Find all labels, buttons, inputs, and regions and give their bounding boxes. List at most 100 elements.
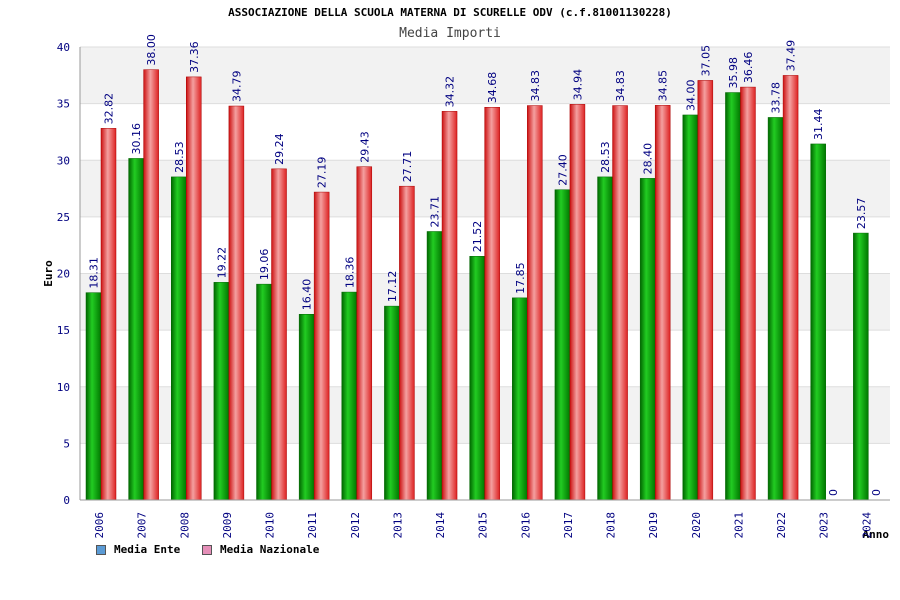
data-label: 34.79 [230,71,243,103]
data-label: 0 [827,489,840,496]
bar-media-ente [810,143,826,501]
data-label: 28.53 [173,141,186,173]
data-label: 37.36 [188,41,201,73]
y-tick-label: 10 [57,381,70,394]
legend-item-media-ente: Media Ente [96,543,180,556]
data-label: 32.82 [103,93,116,125]
bar-media-ente [597,176,613,501]
bar-media-ente [853,232,869,501]
data-label: 34.83 [614,70,627,102]
x-tick-label: 2015 [477,512,490,539]
bar-media-nazionale [143,69,159,501]
x-tick-label: 2008 [178,512,191,539]
data-label: 34.83 [529,70,542,102]
y-tick-label: 0 [63,494,70,507]
data-labels-group: 18.31 32.82 30.16 38.00 28.53 37.36 19.22 34.79… [88,34,883,496]
bar-media-nazionale [569,104,586,501]
bar-media-nazionale [527,105,543,501]
bar-media-nazionale [441,111,458,501]
data-label: 28.40 [642,143,655,175]
data-label: 37.49 [785,40,798,72]
bar-media-nazionale [313,191,330,501]
bar-media-ente [384,305,400,501]
legend-swatch-media-ente [96,544,106,555]
data-label: 33.78 [770,82,783,114]
bar-media-ente [85,292,102,501]
data-label: 34.00 [684,79,697,111]
x-tick-label: 2011 [306,512,319,539]
bar-media-ente [512,297,528,501]
bar-media-ente [639,178,656,501]
x-axis-title: Anno [863,528,890,541]
bar-media-ente [469,256,485,501]
legend-item-media-nazionale: Media Nazionale [202,543,319,556]
x-tick-label: 2019 [647,512,660,539]
bar-media-nazionale [782,75,799,501]
bar-media-nazionale [612,105,628,501]
y-tick-label: 15 [57,324,70,337]
data-label: 23.57 [855,198,868,230]
data-label: 27.19 [316,157,329,189]
x-tick-label: 2006 [93,512,106,539]
y-tick-label: 35 [57,98,70,111]
x-tick-label: 2023 [818,512,831,539]
bar-media-nazionale [399,185,415,501]
bar-media-nazionale [697,80,714,501]
bar-media-ente [767,117,784,501]
bar-media-nazionale [740,86,756,501]
bar-media-ente [256,283,272,501]
bar-media-nazionale [484,106,500,501]
data-label: 38.00 [145,34,158,66]
x-tick-label: 2009 [221,512,234,539]
bar-media-ente [213,282,230,501]
data-label: 28.53 [599,141,612,173]
data-label: 34.85 [657,70,670,102]
x-tick-label: 2014 [434,512,447,539]
y-tick-label: 40 [57,41,70,54]
bar-media-ente [426,231,443,501]
data-label: 17.85 [514,262,527,294]
bar-media-ente [341,291,358,501]
x-tick-label: 2013 [391,512,404,539]
data-label: 27.71 [401,151,414,183]
data-label: 35.98 [727,57,740,89]
data-label: 17.12 [386,271,399,303]
data-label: 29.24 [273,133,286,165]
data-label: 21.52 [471,221,484,253]
bar-media-ente [682,114,699,501]
bar-media-nazionale [100,128,117,501]
x-tick-label: 2024 [860,512,873,539]
bar-media-ente [128,158,144,501]
chart-subtitle: Media Importi [399,26,501,41]
legend-swatch-media-nazionale [202,544,212,555]
x-tick-label: 2010 [264,512,277,539]
data-label: 37.05 [699,45,712,77]
axes-group: 0 5 10 15 20 25 30 35 40 Euro Anno 2006 2007 2008 2009… [42,41,890,541]
data-label: 30.16 [130,123,143,155]
y-tick-label: 25 [57,211,70,224]
legend-label-media-nazionale: Media Nazionale [220,543,320,556]
bar-media-ente [554,189,571,501]
data-label: 34.94 [571,69,584,101]
data-label: 34.68 [486,72,499,104]
data-label: 0 [870,489,883,496]
bar-media-ente [725,92,741,501]
data-label: 36.46 [742,52,755,84]
data-label: 16.40 [301,279,314,311]
data-label: 19.06 [258,249,271,281]
x-tick-label: 2007 [136,512,149,539]
x-tick-label: 2012 [349,512,362,539]
bar-media-nazionale [228,105,245,501]
data-label: 23.71 [429,196,442,228]
data-label: 34.32 [444,76,457,108]
x-tick-label: 2017 [562,512,575,539]
data-label: 19.22 [215,247,228,279]
x-tick-label: 2016 [519,512,532,539]
y-axis-title: Euro [42,260,55,287]
x-tick-label: 2018 [605,512,618,539]
bar-media-nazionale [186,76,202,501]
bars-group [85,69,869,501]
bar-media-nazionale [654,105,671,501]
bar-media-nazionale [356,166,373,501]
